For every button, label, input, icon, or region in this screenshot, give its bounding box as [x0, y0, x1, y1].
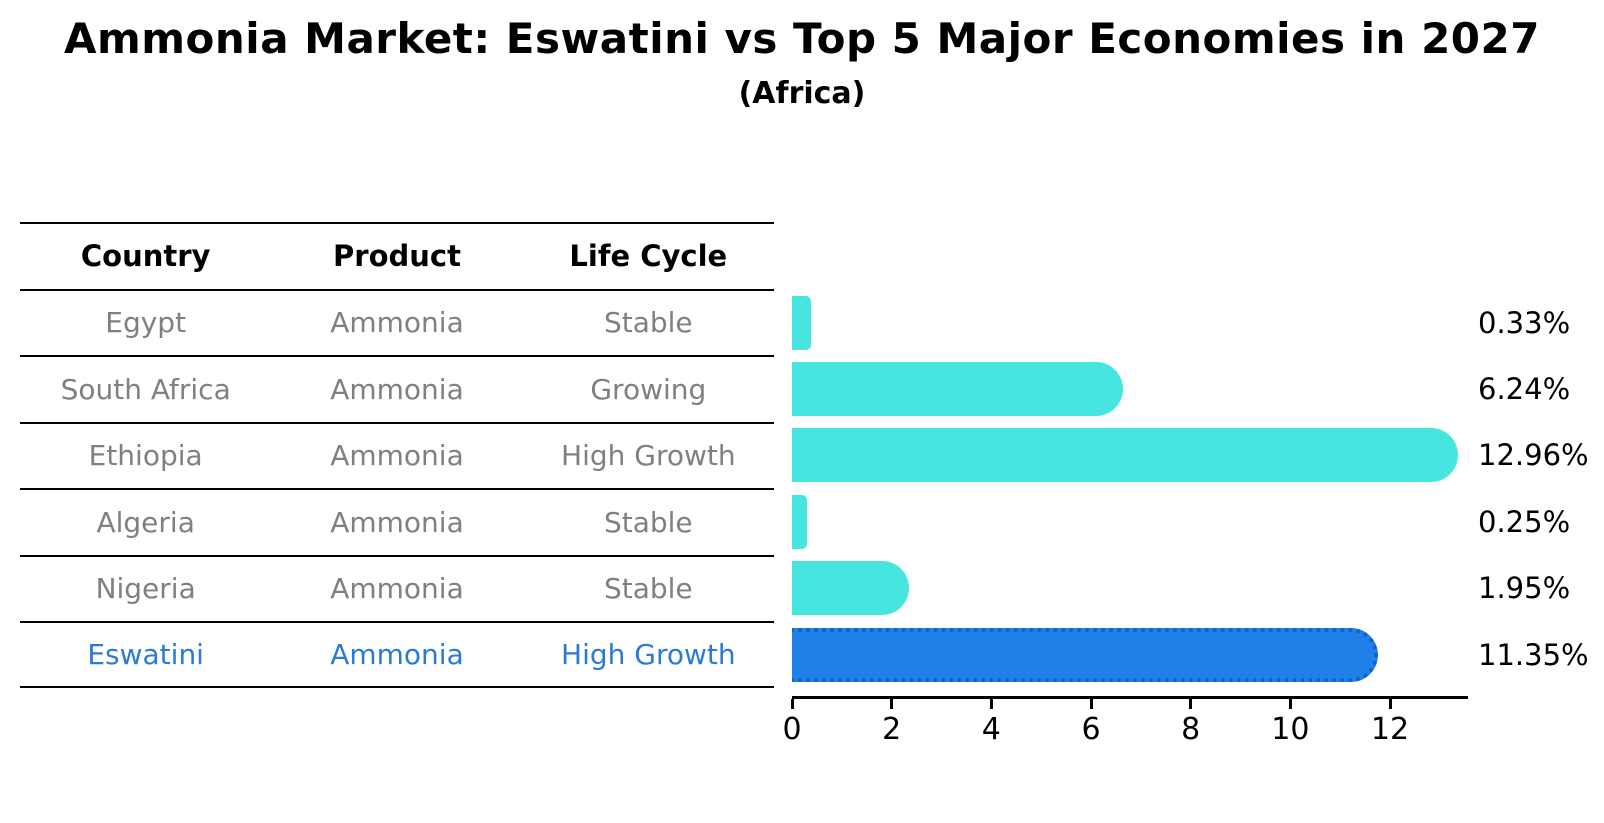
value-label-nigeria: 1.95% — [1478, 571, 1571, 606]
value-label-south-africa: 6.24% — [1478, 371, 1571, 406]
table-header-life-cycle: Life Cycle — [569, 239, 728, 274]
cell-eswatini-product: Ammonia — [330, 637, 464, 671]
x-tick-mark-12 — [1388, 699, 1392, 709]
cell-south-africa-life-cycle: Growing — [590, 372, 707, 406]
x-tick-label-4: 4 — [981, 712, 1001, 747]
chart-title: Ammonia Market: Eswatini vs Top 5 Major … — [64, 14, 1540, 63]
cell-egypt-country: Egypt — [105, 306, 187, 340]
value-label-eswatini: 11.35% — [1478, 637, 1589, 672]
x-tick-label-0: 0 — [782, 712, 802, 747]
x-tick-mark-8 — [1189, 699, 1193, 709]
bar-eswatini[interactable] — [792, 627, 1378, 682]
x-tick-mark-0 — [790, 699, 794, 709]
x-tick-label-10: 10 — [1271, 712, 1310, 747]
bar-south-africa[interactable] — [792, 361, 1123, 416]
chart-subtitle: (Africa) — [738, 76, 866, 111]
comparison-table: Country Product Life Cycle Egypt Ammonia Stab… — [20, 222, 774, 688]
cell-egypt-product: Ammonia — [330, 306, 464, 340]
x-tick-mark-6 — [1089, 699, 1093, 709]
value-label-egypt: 0.33% — [1478, 305, 1571, 340]
table-header-product: Product — [333, 239, 461, 274]
table-row-eswatini: Eswatini Ammonia High Growth — [20, 621, 774, 688]
cell-eswatini-life-cycle: High Growth — [561, 637, 736, 671]
cell-ethiopia-life-cycle: High Growth — [561, 439, 736, 473]
table-row-egypt: Egypt Ammonia Stable — [20, 288, 774, 356]
x-tick-label-6: 6 — [1081, 712, 1101, 747]
x-tick-mark-2 — [890, 699, 894, 709]
table-row-algeria: Algeria Ammonia Stable — [20, 488, 774, 555]
bar-ethiopia[interactable] — [792, 428, 1458, 483]
cell-south-africa-country: South Africa — [60, 372, 231, 406]
x-tick-label-12: 12 — [1370, 712, 1410, 747]
cell-egypt-life-cycle: Stable — [603, 306, 693, 340]
cell-south-africa-product: Ammonia — [330, 372, 464, 406]
bar-nigeria[interactable] — [792, 561, 910, 616]
x-tick-label-8: 8 — [1181, 712, 1201, 747]
table-header-country: Country — [80, 239, 211, 274]
x-tick-label-2: 2 — [882, 712, 902, 747]
cell-ethiopia-product: Ammonia — [330, 439, 464, 473]
cell-ethiopia-country: Ethiopia — [88, 439, 203, 473]
value-label-algeria: 0.25% — [1478, 504, 1571, 539]
table-header-row: Country Product Life Cycle — [20, 222, 774, 289]
table-row-nigeria: Nigeria Ammonia Stable — [20, 554, 774, 622]
x-tick-mark-4 — [989, 699, 993, 709]
x-tick-mark-10 — [1288, 699, 1292, 709]
cell-algeria-country: Algeria — [96, 505, 195, 539]
table-row-south-africa: South Africa Ammonia Growing — [20, 355, 774, 422]
value-label-ethiopia: 12.96% — [1478, 438, 1589, 473]
cell-algeria-life-cycle: Stable — [603, 505, 693, 539]
cell-algeria-product: Ammonia — [330, 505, 464, 539]
bar-egypt[interactable] — [792, 295, 812, 350]
cell-eswatini-country: Eswatini — [87, 637, 204, 671]
cell-nigeria-life-cycle: Stable — [603, 572, 693, 606]
cell-nigeria-country: Nigeria — [95, 572, 196, 606]
table-row-ethiopia: Ethiopia Ammonia High Growth — [20, 421, 774, 489]
bar-algeria[interactable] — [792, 494, 808, 549]
x-axis-line — [792, 696, 1468, 699]
cell-nigeria-product: Ammonia — [330, 572, 464, 606]
